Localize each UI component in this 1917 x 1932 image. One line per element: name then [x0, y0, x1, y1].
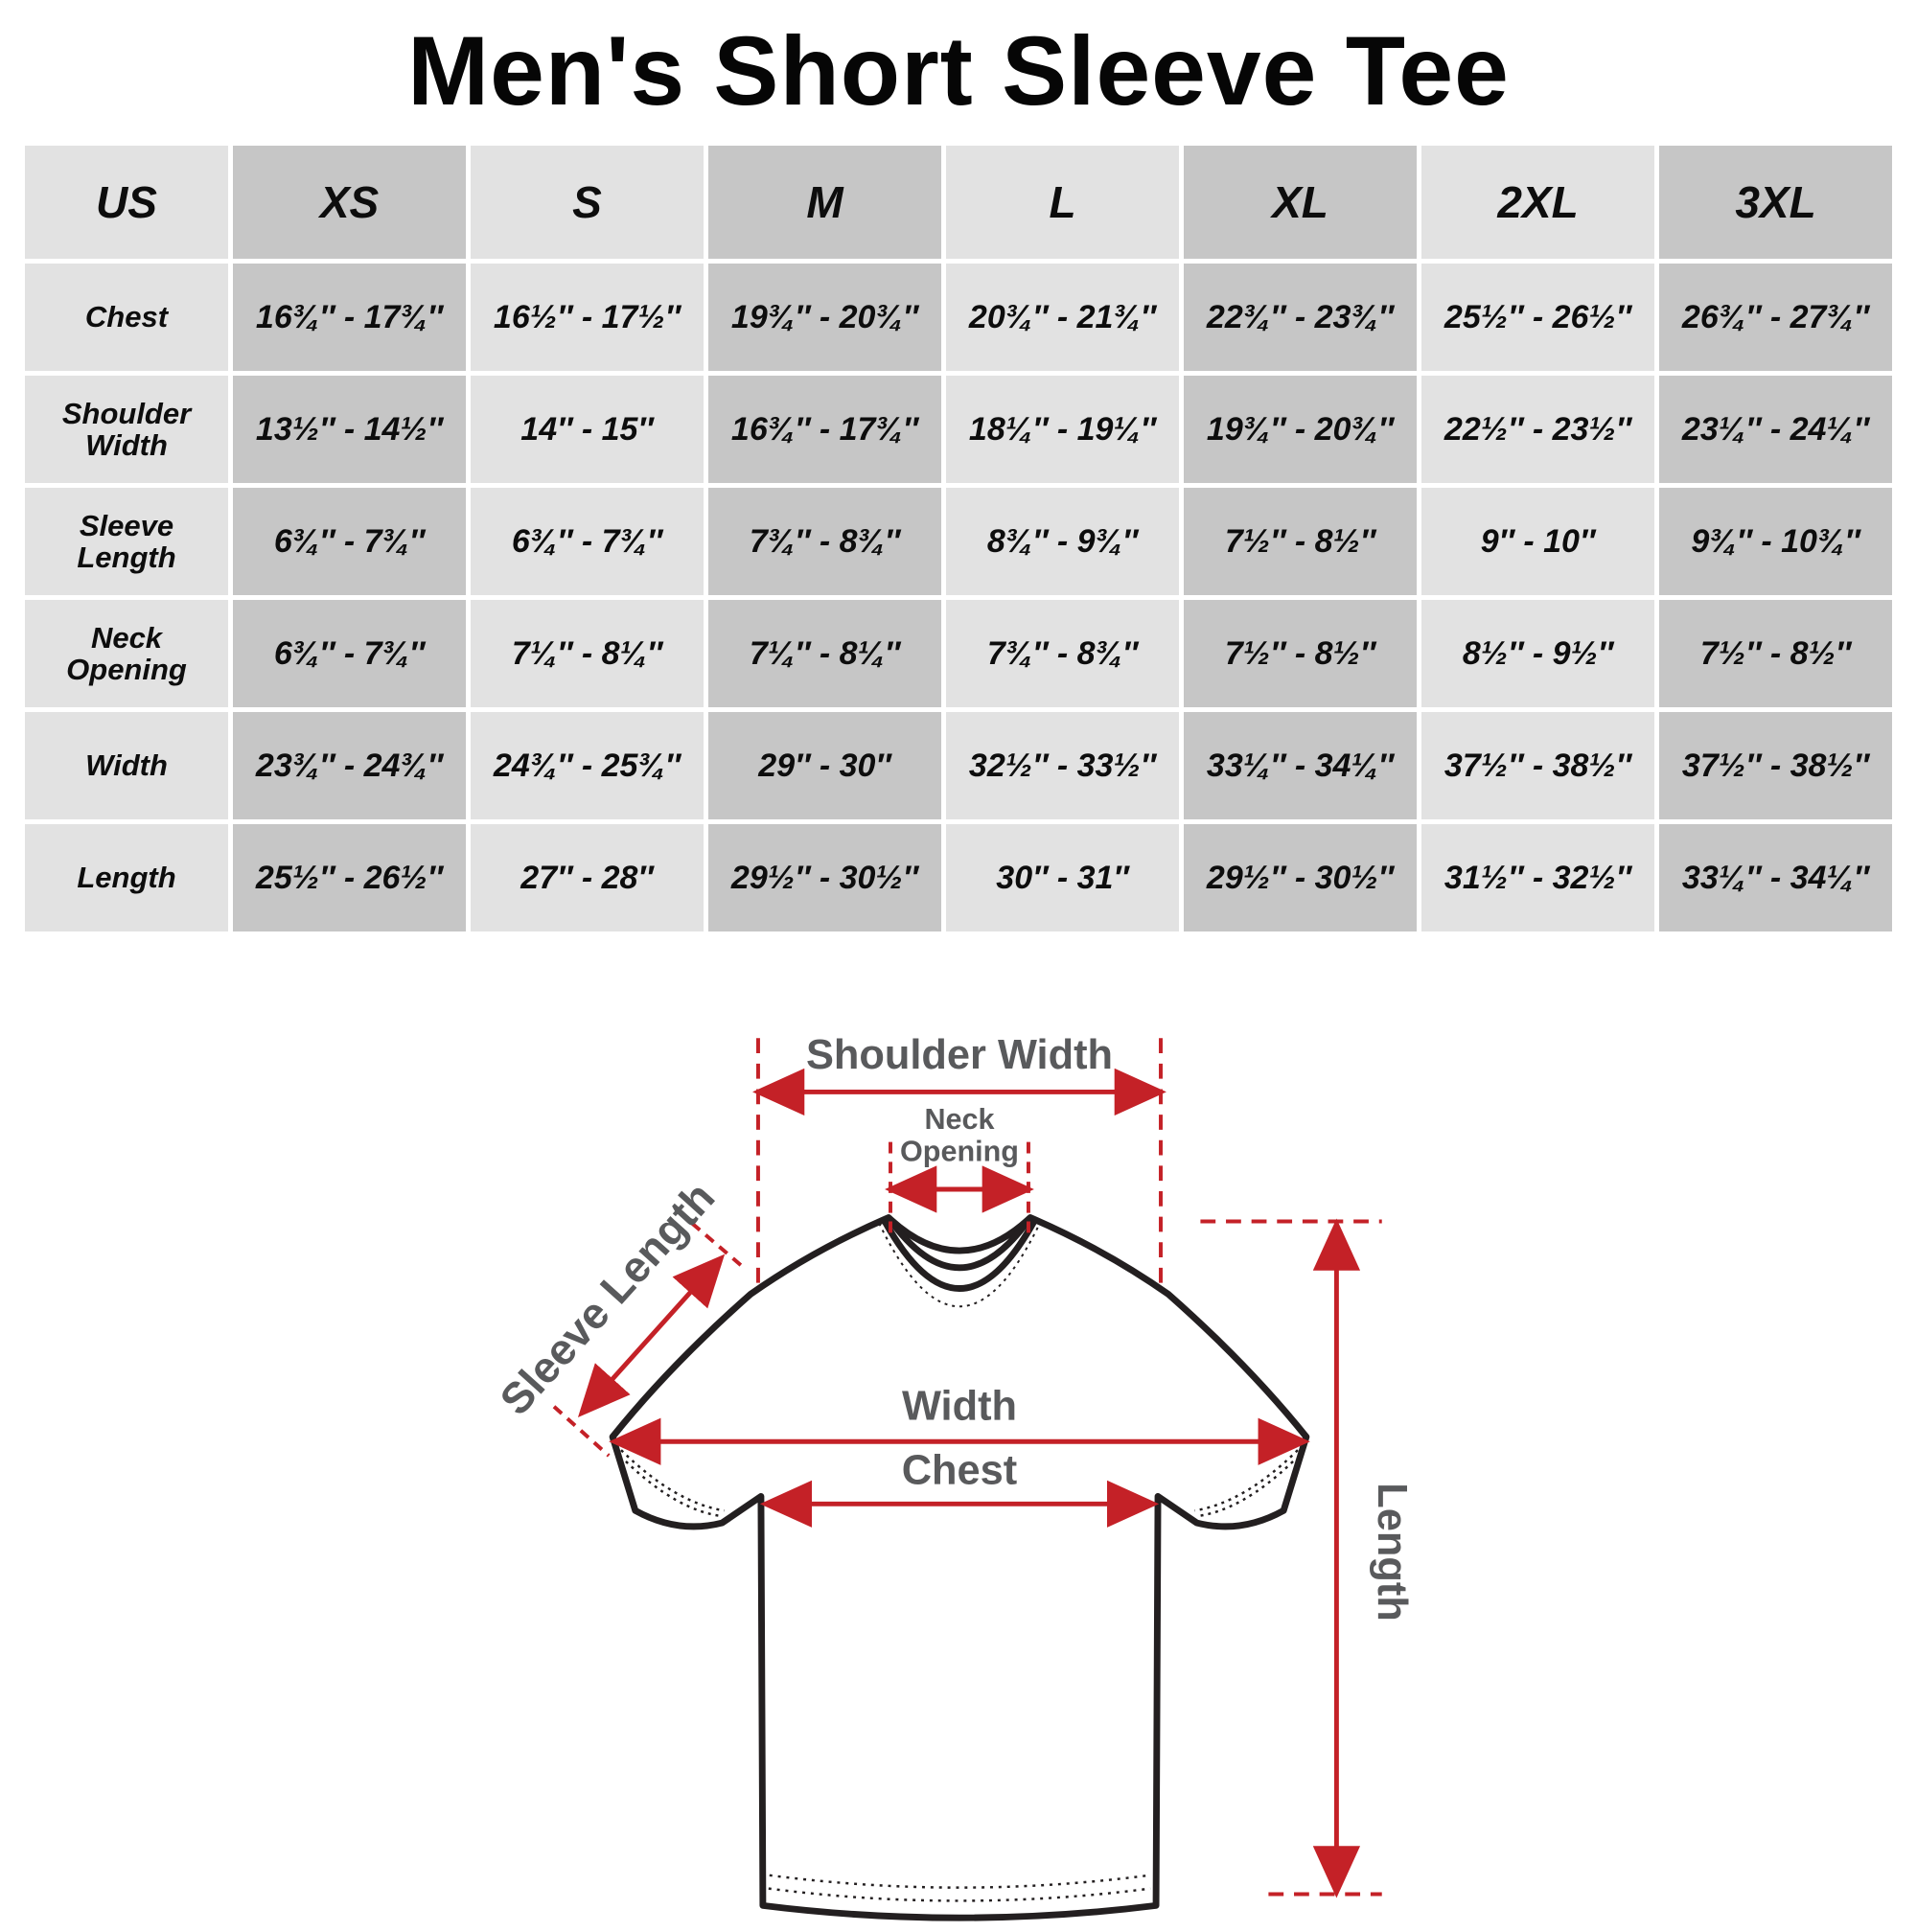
size-value-cell: 27″ - 28″: [471, 824, 704, 932]
size-value-cell: 9″ - 10″: [1421, 488, 1654, 595]
size-value-cell: 7½″ - 8½″: [1184, 600, 1417, 707]
size-value-cell: 29½″ - 30½″: [708, 824, 941, 932]
size-value-cell: 30″ - 31″: [946, 824, 1179, 932]
page-title: Men's Short Sleeve Tee: [407, 16, 1510, 126]
size-chart-table: US XS S M L XL 2XL 3XL Chest 16¾″ - 17¾″…: [20, 141, 1897, 936]
tshirt-diagram-svg: Shoulder Width Neck Opening Sleeve Lengt…: [491, 1032, 1415, 1921]
table-row-shoulder-width: Shoulder Width 13½″ - 14½″ 14″ - 15″ 16¾…: [25, 376, 1892, 483]
size-value-cell: 32½″ - 33½″: [946, 712, 1179, 819]
tshirt-measurement-diagram: Shoulder Width Neck Opening Sleeve Lengt…: [383, 985, 1534, 1930]
column-header-xs: XS: [233, 146, 466, 259]
column-header-2xl: 2XL: [1421, 146, 1654, 259]
sleeve-stitch-dotted: [625, 1460, 723, 1518]
table-row-neck-opening: Neck Opening 6¾″ - 7¾″ 7¼″ - 8¼″ 7¼″ - 8…: [25, 600, 1892, 707]
sleeve-length-arrow: [577, 1254, 726, 1418]
size-value-cell: 6¾″ - 7¾″: [233, 488, 466, 595]
shoulder-width-label: Shoulder Width: [806, 1032, 1113, 1078]
chest-label: Chest: [902, 1448, 1018, 1494]
size-value-cell: 6¾″ - 7¾″: [471, 488, 704, 595]
size-value-cell: 7½″ - 8½″: [1659, 600, 1892, 707]
column-header-m: M: [708, 146, 941, 259]
size-value-cell: 18¼″ - 19¼″: [946, 376, 1179, 483]
size-value-cell: 22½″ - 23½″: [1421, 376, 1654, 483]
row-label-shoulder-width: Shoulder Width: [25, 376, 228, 483]
size-value-cell: 25½″ - 26½″: [233, 824, 466, 932]
size-value-cell: 25½″ - 26½″: [1421, 264, 1654, 371]
collar-band-arc: [886, 1215, 1033, 1272]
size-value-cell: 37½″ - 38½″: [1659, 712, 1892, 819]
size-value-cell: 7¾″ - 8¾″: [708, 488, 941, 595]
size-value-cell: 9¾″ - 10¾″: [1659, 488, 1892, 595]
size-value-cell: 16¾″ - 17¾″: [708, 376, 941, 483]
neck-opening-label-line2: Opening: [900, 1135, 1019, 1167]
length-label: Length: [1369, 1483, 1415, 1622]
sleeve-tick-bottom: [552, 1405, 611, 1458]
collar-band-arc: [882, 1219, 1037, 1292]
table-row-width: Width 23¾″ - 24¾″ 24¾″ - 25¾″ 29″ - 30″ …: [25, 712, 1892, 819]
table-row-length: Length 25½″ - 26½″ 27″ - 28″ 29½″ - 30½″…: [25, 824, 1892, 932]
size-value-cell: 7¼″ - 8¼″: [708, 600, 941, 707]
size-value-cell: 20¾″ - 21¾″: [946, 264, 1179, 371]
row-label-neck-opening: Neck Opening: [25, 600, 228, 707]
size-value-cell: 24¾″ - 25¾″: [471, 712, 704, 819]
table-row-chest: Chest 16¾″ - 17¾″ 16½″ - 17½″ 19¾″ - 20¾…: [25, 264, 1892, 371]
row-label-sleeve-length: Sleeve Length: [25, 488, 228, 595]
size-value-cell: 14″ - 15″: [471, 376, 704, 483]
size-value-cell: 8¾″ - 9¾″: [946, 488, 1179, 595]
size-value-cell: 13½″ - 14½″: [233, 376, 466, 483]
size-value-cell: 31½″ - 32½″: [1421, 824, 1654, 932]
size-value-cell: 33¼″ - 34¼″: [1184, 712, 1417, 819]
size-value-cell: 33¼″ - 34¼″: [1659, 824, 1892, 932]
neck-opening-label-line1: Neck: [924, 1103, 995, 1136]
size-value-cell: 26¾″ - 27¾″: [1659, 264, 1892, 371]
size-value-cell: 19¾″ - 20¾″: [708, 264, 941, 371]
size-value-cell: 16½″ - 17½″: [471, 264, 704, 371]
size-value-cell: 29″ - 30″: [708, 712, 941, 819]
size-value-cell: 8½″ - 9½″: [1421, 600, 1654, 707]
table-row-sleeve-length: Sleeve Length 6¾″ - 7¾″ 6¾″ - 7¾″ 7¾″ - …: [25, 488, 1892, 595]
size-value-cell: 7¾″ - 8¾″: [946, 600, 1179, 707]
size-value-cell: 7½″ - 8½″: [1184, 488, 1417, 595]
row-label-width: Width: [25, 712, 228, 819]
size-value-cell: 19¾″ - 20¾″: [1184, 376, 1417, 483]
row-label-length: Length: [25, 824, 228, 932]
size-value-cell: 16¾″ - 17¾″: [233, 264, 466, 371]
sleeve-stitch-dotted: [1196, 1460, 1294, 1518]
size-value-cell: 37½″ - 38½″: [1421, 712, 1654, 819]
collar-stitch-dotted: [878, 1223, 1041, 1308]
column-header-s: S: [471, 146, 704, 259]
size-value-cell: 7¼″ - 8¼″: [471, 600, 704, 707]
header-row: US XS S M L XL 2XL 3XL: [25, 146, 1892, 259]
size-value-cell: 29½″ - 30½″: [1184, 824, 1417, 932]
tshirt-outline: [609, 1214, 1310, 1921]
sleeve-tick-top: [690, 1221, 747, 1271]
hem-stitch-dotted: [768, 1887, 1151, 1902]
column-header-3xl: 3XL: [1659, 146, 1892, 259]
column-header-l: L: [946, 146, 1179, 259]
column-header-us: US: [25, 146, 228, 259]
width-label: Width: [902, 1384, 1017, 1430]
size-value-cell: 22¾″ - 23¾″: [1184, 264, 1417, 371]
size-value-cell: 23¾″ - 24¾″: [233, 712, 466, 819]
size-value-cell: 6¾″ - 7¾″: [233, 600, 466, 707]
row-label-chest: Chest: [25, 264, 228, 371]
size-value-cell: 23¼″ - 24¼″: [1659, 376, 1892, 483]
column-header-xl: XL: [1184, 146, 1417, 259]
